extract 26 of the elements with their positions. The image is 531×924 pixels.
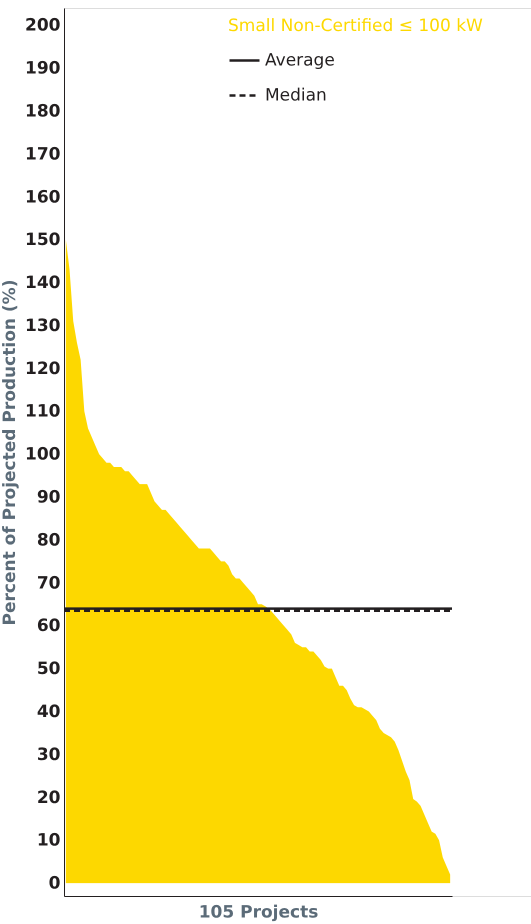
y-tick-label: 30 [36, 744, 61, 765]
legend-label: Median [265, 86, 327, 106]
y-tick-label: 200 [25, 16, 61, 36]
y-tick-label: 70 [36, 573, 61, 594]
y-tick-label: 60 [36, 616, 61, 636]
y-tick-label: 50 [36, 659, 61, 680]
y-tick-label: 160 [25, 187, 61, 208]
y-tick-label: 110 [25, 402, 61, 422]
y-tick-label: 180 [25, 101, 61, 122]
y-tick-label: 170 [25, 144, 61, 164]
y-tick-label: 20 [36, 788, 61, 808]
y-tick-label: 190 [25, 58, 61, 79]
x-axis-title: 105 Projects [198, 902, 318, 922]
y-tick-label: 90 [36, 488, 61, 508]
y-tick-label: 140 [25, 273, 61, 294]
y-tick-label: 120 [25, 358, 61, 379]
y-tick-label: 10 [36, 830, 61, 851]
y-axis-title: Percent of Projected Production (%) [0, 280, 20, 626]
y-tick-label: 40 [36, 702, 61, 722]
y-tick-label: 80 [36, 530, 61, 550]
y-tick-label: 130 [25, 316, 61, 336]
y-tick-label: 0 [48, 874, 61, 894]
y-tick-label: 150 [25, 230, 61, 250]
text: Small Non-Certified ≤ 100 kW [228, 16, 484, 36]
legend-label: Average [265, 50, 335, 70]
y-tick-label: 100 [25, 444, 61, 465]
